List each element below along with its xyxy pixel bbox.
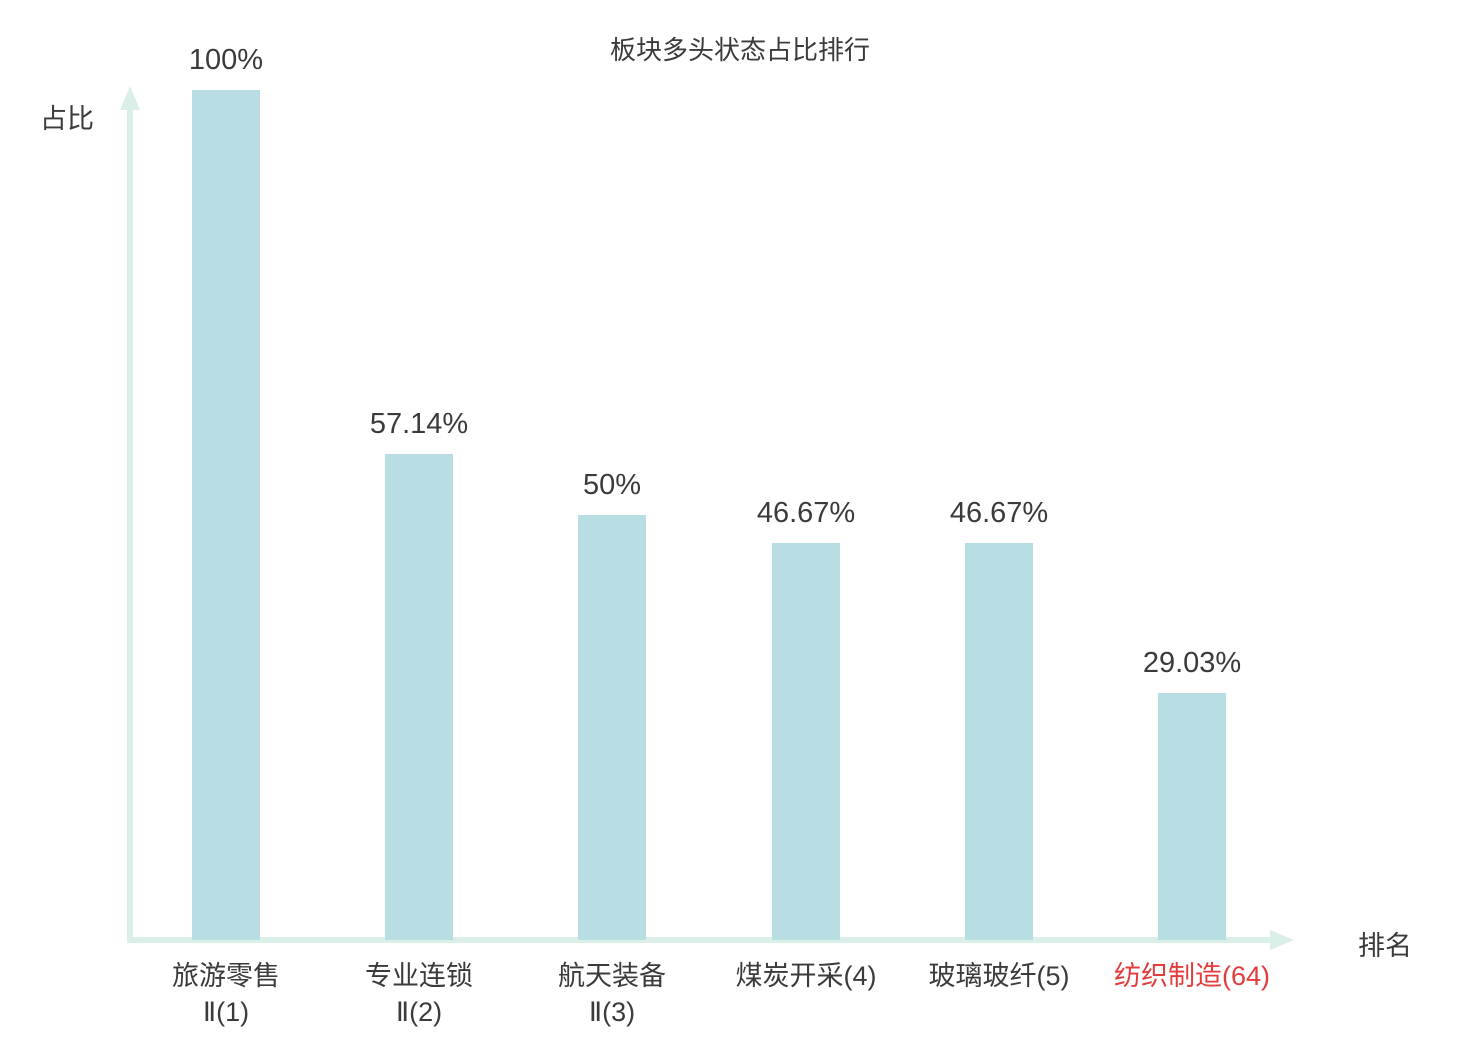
y-axis-arrow-icon — [120, 86, 140, 110]
bar-category-label-line: 旅游零售 — [172, 961, 280, 991]
bar-value-label: 100% — [188, 44, 264, 76]
bar-category-label-line: 煤炭开采(4) — [735, 961, 877, 991]
bar-category-label: 航天装备 Ⅱ(3) — [497, 958, 727, 1030]
bar-category-label-line: Ⅱ(2) — [395, 997, 443, 1027]
bar — [1158, 693, 1226, 940]
bar-category-label: 煤炭开采(4) — [691, 958, 921, 994]
y-axis-label: 占比 — [40, 104, 94, 134]
chart-title: 板块多头状态占比排行 — [609, 35, 870, 65]
bar — [965, 543, 1033, 940]
bar-category-label-line: Ⅱ(1) — [202, 997, 250, 1027]
x-axis-label: 排名 — [1358, 931, 1412, 961]
bar-value-label: 46.67% — [949, 497, 1049, 529]
bar — [772, 543, 840, 940]
bar-category-label-line: 纺织制造(64) — [1113, 961, 1270, 991]
bar — [192, 90, 260, 940]
bar-value-label: 57.14% — [369, 408, 469, 440]
bar-category-label-line: 玻璃玻纤(5) — [928, 961, 1070, 991]
bar-value-label: 50% — [582, 469, 642, 501]
bar-category-label: 玻璃玻纤(5) — [884, 958, 1114, 994]
bar-category-label: 纺织制造(64) — [1077, 958, 1307, 994]
bar-category-label-line: 航天装备 — [558, 961, 666, 991]
bar-category-label-line: Ⅱ(3) — [588, 997, 636, 1027]
bar — [578, 515, 646, 940]
bar-category-label: 专业连锁 Ⅱ(2) — [304, 958, 534, 1030]
bar-value-label: 46.67% — [756, 497, 856, 529]
bar-value-label: 29.03% — [1142, 647, 1242, 679]
x-axis-arrow-icon — [1270, 930, 1294, 950]
bar — [385, 454, 453, 940]
bar-category-label-line: 专业连锁 — [365, 961, 473, 991]
bar-category-label: 旅游零售 Ⅱ(1) — [111, 958, 341, 1030]
